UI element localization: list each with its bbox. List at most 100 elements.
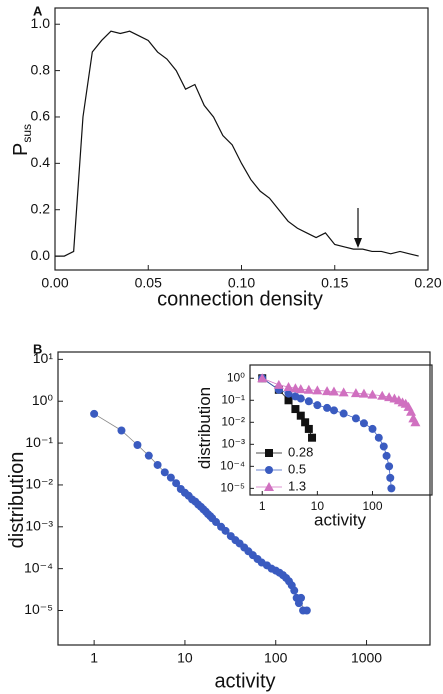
legend-marker xyxy=(264,482,274,491)
marker xyxy=(351,414,360,423)
y-tick-label: 10⁻¹ xyxy=(25,434,53,450)
x-tick-label: 1 xyxy=(259,499,266,513)
marker xyxy=(313,401,322,410)
x-tick-label: 0.10 xyxy=(228,275,255,291)
marker xyxy=(382,451,391,460)
marker xyxy=(368,424,377,433)
marker xyxy=(410,417,421,427)
y-tick-label: 10⁻⁴ xyxy=(220,459,245,473)
y-tick-label: 10⁰ xyxy=(32,392,54,408)
y-axis-title-sub: sus xyxy=(20,124,34,143)
legend-label: 0.5 xyxy=(288,461,306,476)
legend-label: 0.28 xyxy=(288,444,313,459)
marker xyxy=(308,433,317,442)
marker xyxy=(133,441,142,450)
panel-label: A xyxy=(33,3,43,18)
marker xyxy=(379,442,388,451)
marker xyxy=(304,397,313,406)
y-tick-label: 10⁰ xyxy=(227,370,245,384)
marker xyxy=(406,406,417,416)
panel-label: B xyxy=(33,341,42,356)
legend-label: 1.3 xyxy=(288,478,306,493)
y-tick-label: 10¹ xyxy=(33,350,54,366)
marker xyxy=(296,411,305,420)
marker xyxy=(387,484,396,493)
marker xyxy=(90,409,99,418)
x-tick-label: 0.15 xyxy=(321,275,348,291)
x-axis-title: activity xyxy=(314,510,366,529)
x-tick-label: 0.00 xyxy=(41,275,68,291)
x-tick-label: 1000 xyxy=(351,650,382,666)
series-line xyxy=(55,30,419,257)
legend-marker xyxy=(265,449,273,457)
plot-frame xyxy=(249,364,433,496)
marker xyxy=(350,388,361,398)
y-tick-label: 10⁻⁵ xyxy=(220,481,245,495)
marker xyxy=(322,386,333,396)
marker xyxy=(302,606,311,615)
legend-marker xyxy=(265,466,273,474)
y-tick-label: 0.6 xyxy=(31,108,51,124)
y-tick-label: 10⁻¹ xyxy=(221,392,245,406)
y-tick-label: 0.8 xyxy=(31,61,51,77)
marker xyxy=(273,379,284,389)
y-tick-label: 10⁻⁵ xyxy=(24,601,53,617)
x-tick-label: 10 xyxy=(177,650,193,666)
x-axis-title: activity xyxy=(214,670,275,692)
y-axis-title-main: distribution xyxy=(6,452,28,549)
marker xyxy=(374,433,383,442)
marker xyxy=(358,388,369,398)
y-tick-label: 10⁻² xyxy=(25,476,53,492)
marker xyxy=(295,384,306,394)
x-tick-label: 10 xyxy=(311,499,325,513)
marker xyxy=(301,418,310,427)
y-axis-title: distribution xyxy=(6,452,28,549)
marker xyxy=(297,593,306,602)
x-axis-title: connection density xyxy=(157,288,323,310)
marker xyxy=(377,390,388,400)
marker xyxy=(296,394,305,403)
marker xyxy=(172,479,181,488)
y-tick-label: 0.0 xyxy=(31,247,51,263)
arrow-head xyxy=(354,238,362,248)
x-tick-label: 0.20 xyxy=(414,275,441,291)
plot-frame xyxy=(57,351,431,646)
x-tick-label: 1 xyxy=(90,650,98,666)
marker xyxy=(153,460,162,469)
y-tick-label: 10⁻⁴ xyxy=(24,559,53,575)
marker xyxy=(291,405,300,414)
y-axis-title: Psus xyxy=(10,124,34,156)
plot-frame xyxy=(54,7,429,271)
y-axis-title-main: distribution xyxy=(195,387,214,469)
x-tick-label: 100 xyxy=(362,499,382,513)
marker xyxy=(160,468,169,477)
y-tick-label: 10⁻³ xyxy=(221,436,245,450)
marker xyxy=(328,386,339,396)
y-tick-label: 1.0 xyxy=(31,15,51,31)
marker xyxy=(338,387,349,397)
y-tick-label: 0.4 xyxy=(31,154,51,170)
marker xyxy=(283,382,294,392)
x-tick-label: 0.05 xyxy=(135,275,162,291)
marker xyxy=(304,424,313,433)
marker xyxy=(284,396,293,405)
y-axis-title: distribution xyxy=(195,387,214,469)
y-tick-label: 10⁻³ xyxy=(25,518,53,534)
marker xyxy=(290,586,299,595)
marker xyxy=(339,409,348,418)
marker xyxy=(329,406,338,415)
marker xyxy=(212,518,221,527)
y-axis-title-main: P xyxy=(10,143,32,156)
marker xyxy=(166,473,175,482)
marker xyxy=(385,462,394,471)
marker xyxy=(303,384,314,394)
marker xyxy=(144,451,153,460)
marker xyxy=(312,385,323,395)
y-tick-label: 0.2 xyxy=(31,200,51,216)
marker xyxy=(323,403,332,412)
y-tick-label: 10⁻² xyxy=(221,414,245,428)
marker xyxy=(284,389,293,398)
marker xyxy=(359,419,368,428)
marker xyxy=(221,526,230,535)
